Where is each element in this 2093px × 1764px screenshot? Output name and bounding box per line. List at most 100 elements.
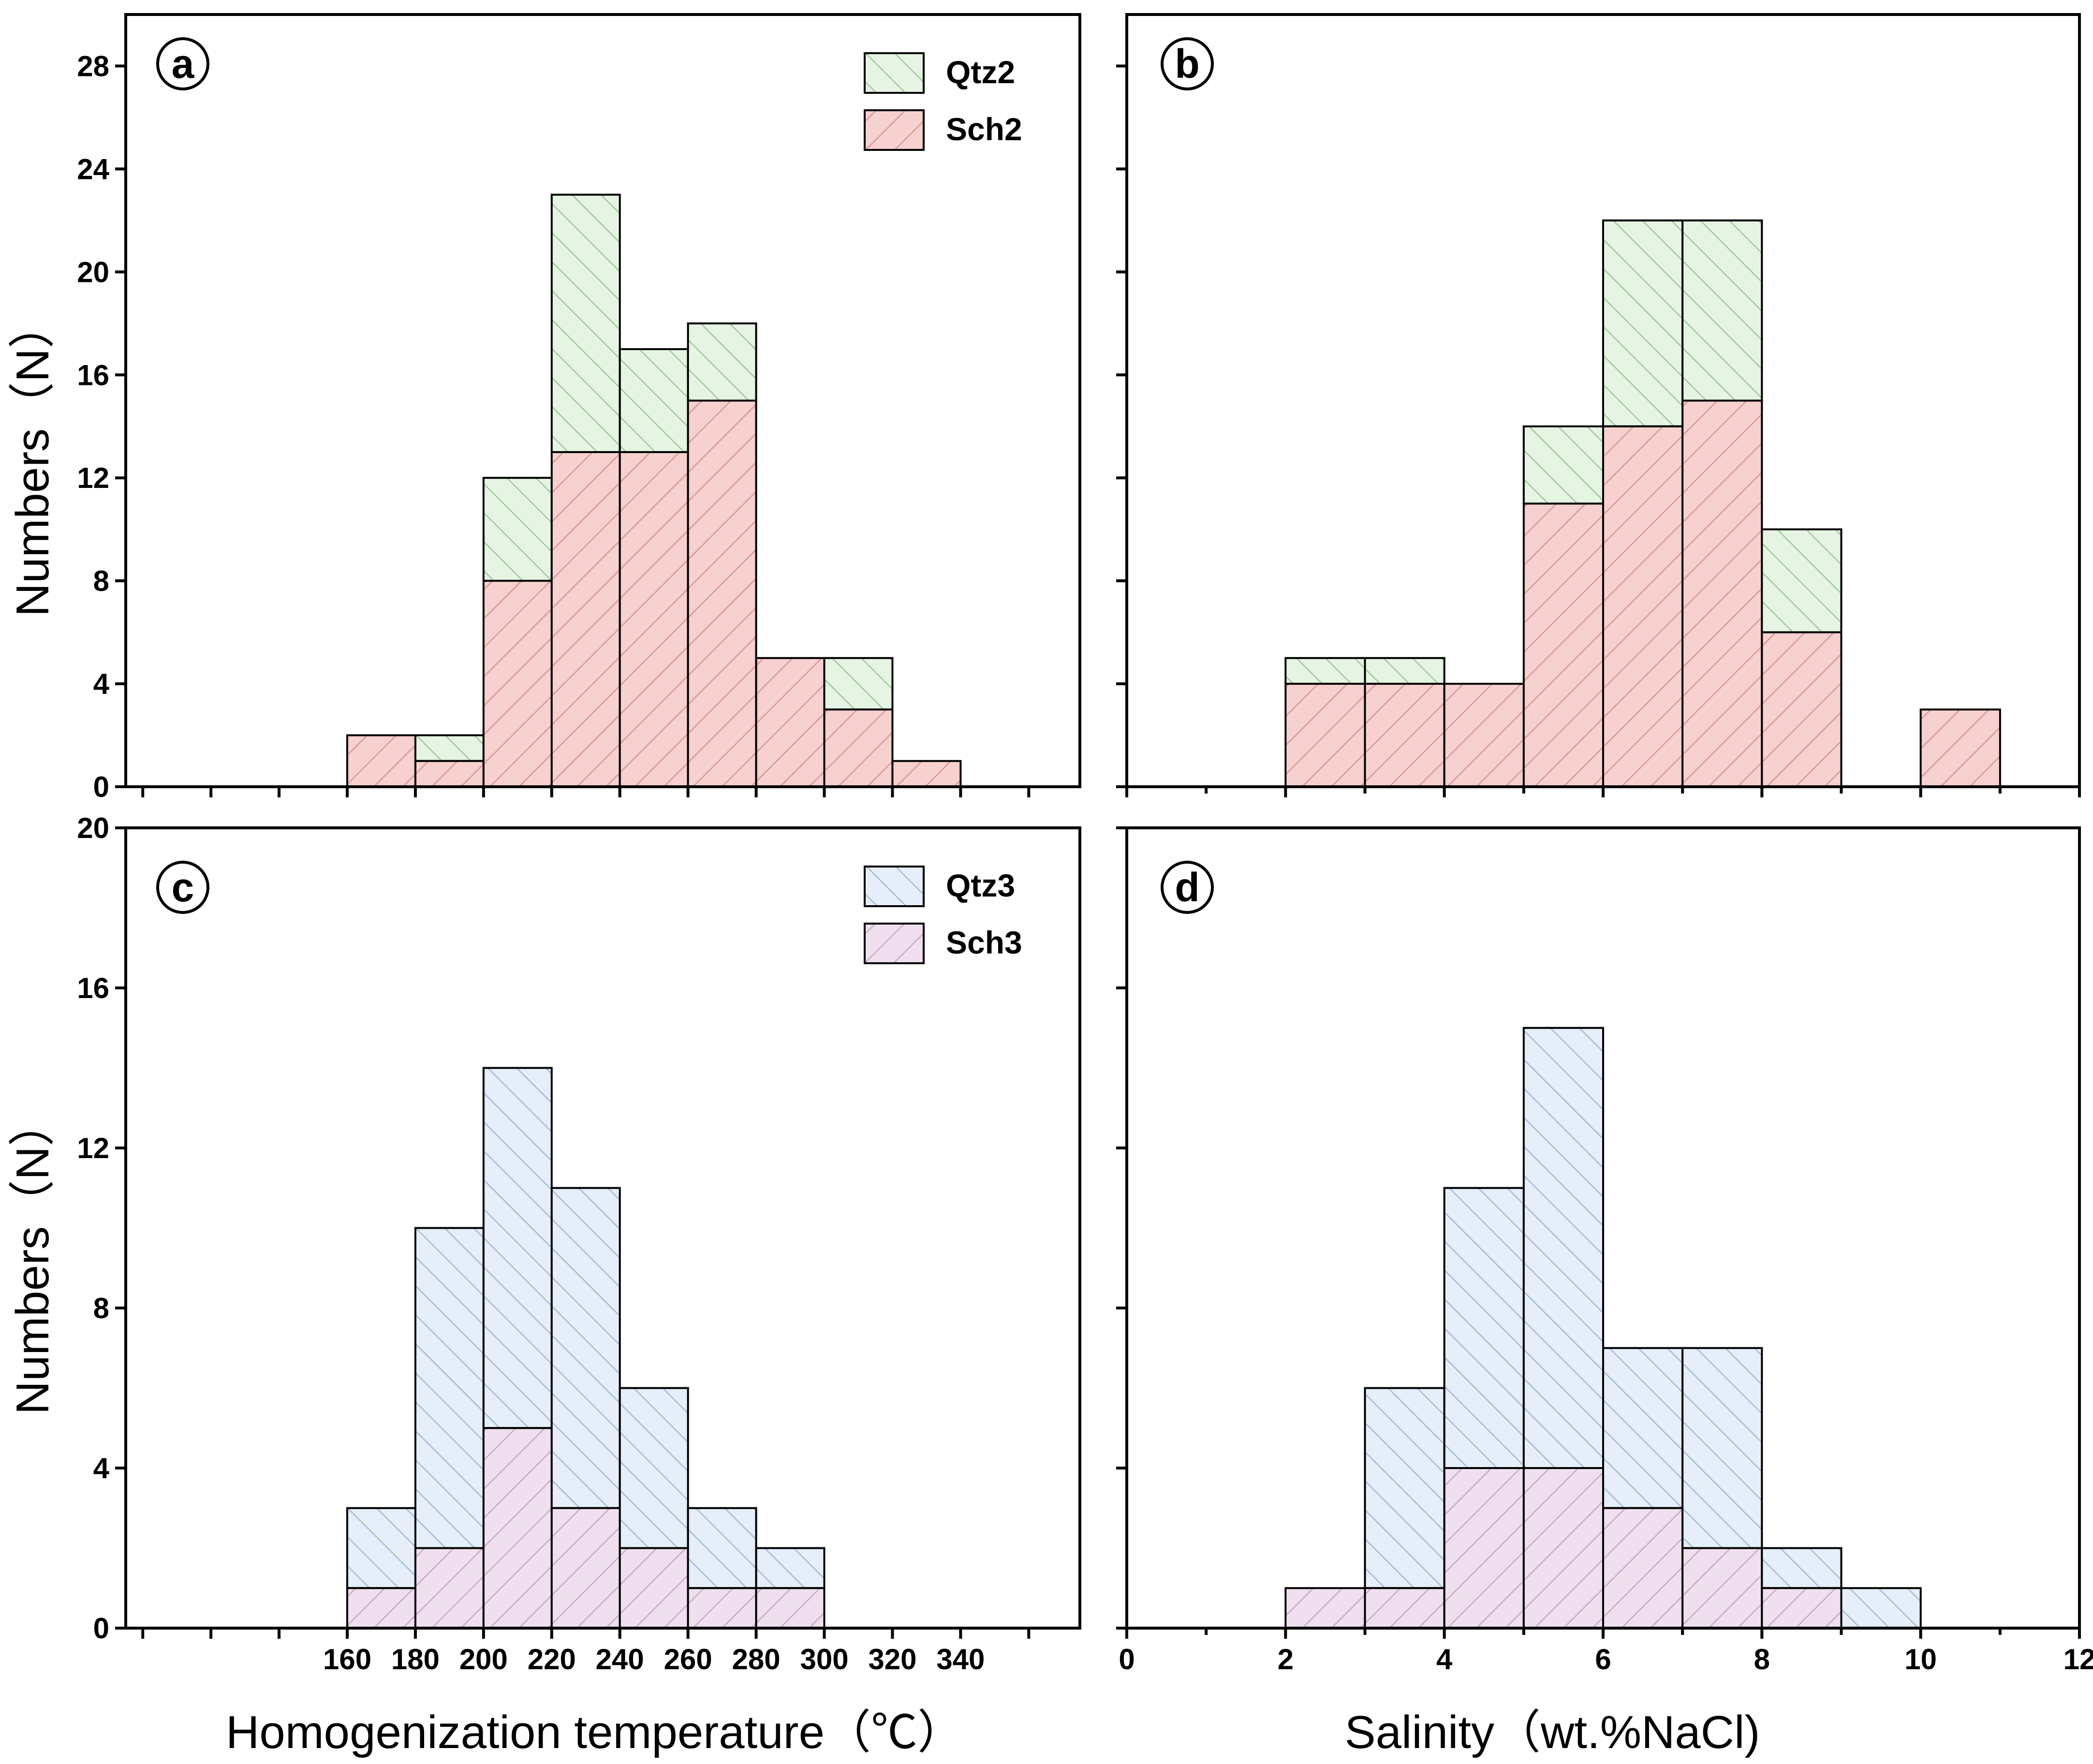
bar-sch3-2-3 [1284,1587,1366,1629]
bar-sch3-6-7 [1602,1507,1684,1629]
legend-label-sch3: Sch3 [946,925,1022,960]
bar-sch2-7-8 [1681,399,1763,788]
bar-sch2-8-9 [1761,631,1842,788]
bar-sch2-180-200 [414,760,485,788]
plot-frame [124,826,1081,1630]
y-tick-label: 24 [77,153,109,185]
bar-qtz2-2-3 [1284,657,1366,685]
x-tick-label: 0 [1119,1643,1135,1676]
x-tick-label: 180 [391,1643,440,1676]
bar-qtz3-180-200 [414,1227,485,1549]
bar-sch3-220-240 [550,1507,621,1629]
y-tick-label: 12 [77,462,109,494]
legend-swatch-qtz3 [864,866,925,907]
panel-label-circle [156,861,209,914]
bar-sch2-4-5 [1443,683,1525,788]
bar-qtz2-3-4 [1364,657,1445,685]
bar-sch2-2-3 [1284,683,1366,788]
panel-a: 0 4 8 12 16 20 24 28 a Qtz2 Sch2 [77,13,1081,803]
bar-qtz3-200-220 [482,1067,553,1429]
x-axis-title-salinity: Salinity（wt.%NaCl) [1345,1706,1760,1758]
panel-letter: b [1175,41,1199,87]
bar-qtz2-5-6 [1522,425,1604,505]
y-tick-label: 4 [93,1452,110,1485]
bar-qtz2-300-320 [823,657,894,711]
bar-sch2-280-300 [755,657,825,788]
bar-sch2-220-240 [550,451,621,788]
x-tick-label: 4 [1436,1643,1453,1676]
y-tick-label: 0 [93,1612,109,1645]
bar-qtz2-220-240 [550,193,621,453]
legend-swatch-sch3 [864,923,925,964]
x-tick-label: 340 [936,1643,985,1676]
bar-qtz3-5-6 [1522,1027,1604,1469]
bar-sch3-3-4 [1364,1587,1445,1629]
bar-sch3-200-220 [482,1427,553,1629]
bar-sch2-6-7 [1602,425,1684,788]
x-tick-label: 12 [2064,1643,2093,1676]
y-tick-label: 20 [77,812,109,844]
bar-sch3-280-300 [755,1587,825,1629]
bar-qtz3-7-8 [1681,1347,1763,1549]
bar-sch3-160-180 [346,1587,416,1629]
y-tick-label: 8 [93,565,109,597]
panel-letter: a [172,41,195,87]
panel-letter: d [1175,865,1199,910]
bar-qtz3-9-10 [1840,1587,1922,1629]
legend-swatch-sch2 [864,109,925,151]
y-tick-label: 12 [77,1132,109,1164]
x-tick-label: 280 [732,1643,781,1676]
legend-label-qtz2: Qtz2 [946,54,1015,90]
bar-sch2-240-260 [619,451,689,788]
y-tick-label: 0 [93,771,109,803]
bar-sch2-5-6 [1522,502,1604,788]
x-tick-label: 6 [1595,1643,1611,1676]
plot-frame [124,13,1081,788]
bar-qtz3-8-9 [1761,1547,1842,1589]
bar-sch2-200-220 [482,580,553,788]
bar-sch2-260-280 [687,399,757,788]
y-tick-label: 8 [93,1292,109,1324]
bar-qtz2-7-8 [1681,219,1763,402]
bar-qtz2-180-200 [414,734,485,762]
bar-qtz3-260-280 [687,1507,757,1589]
bar-qtz3-3-4 [1364,1387,1445,1589]
x-tick-label: 260 [664,1643,712,1676]
bar-sch3-260-280 [687,1587,757,1629]
panel-letter: c [172,865,194,910]
panel-d: 0 2 4 6 8 10 12 d [1116,826,2093,1676]
bar-qtz3-4-5 [1443,1187,1525,1469]
bar-qtz2-6-7 [1602,219,1684,427]
x-tick-label: 200 [459,1643,508,1676]
legend-label-sch2: Sch2 [946,111,1022,147]
bar-sch2-320-340 [891,760,962,788]
x-axis-title-temperature: Homogenization temperature（℃） [226,1706,964,1758]
y-tick-label: 20 [77,256,109,288]
bar-qtz3-6-7 [1602,1347,1684,1509]
legend-swatch-qtz2 [864,52,925,94]
y-tick-label: 4 [93,668,110,700]
bar-sch2-3-4 [1364,683,1445,788]
x-tick-label: 160 [323,1643,371,1676]
bar-sch2-160-180 [346,734,416,788]
x-tick-label: 2 [1278,1643,1294,1676]
panel-label-circle [1161,37,1214,90]
y-axis-title-top: Numbers（N） [7,302,59,617]
y-tick-label: 28 [77,50,109,82]
bar-sch3-8-9 [1761,1587,1842,1629]
bar-sch2-300-320 [823,708,894,788]
y-tick-label: 16 [77,359,109,391]
bar-qtz3-240-260 [619,1387,689,1549]
x-tick-label: 320 [868,1643,916,1676]
y-axis-title-bottom: Numbers（N） [7,1100,59,1415]
bar-sch3-4-5 [1443,1467,1525,1629]
x-tick-label: 300 [800,1643,848,1676]
y-tick-label: 16 [77,972,109,1004]
bar-qtz2-260-280 [687,322,757,402]
bar-qtz3-220-240 [550,1187,621,1509]
bar-qtz3-160-180 [346,1507,416,1589]
bar-sch3-240-260 [619,1547,689,1629]
x-tick-label: 10 [1904,1643,1937,1676]
x-tick-label: 240 [596,1643,644,1676]
